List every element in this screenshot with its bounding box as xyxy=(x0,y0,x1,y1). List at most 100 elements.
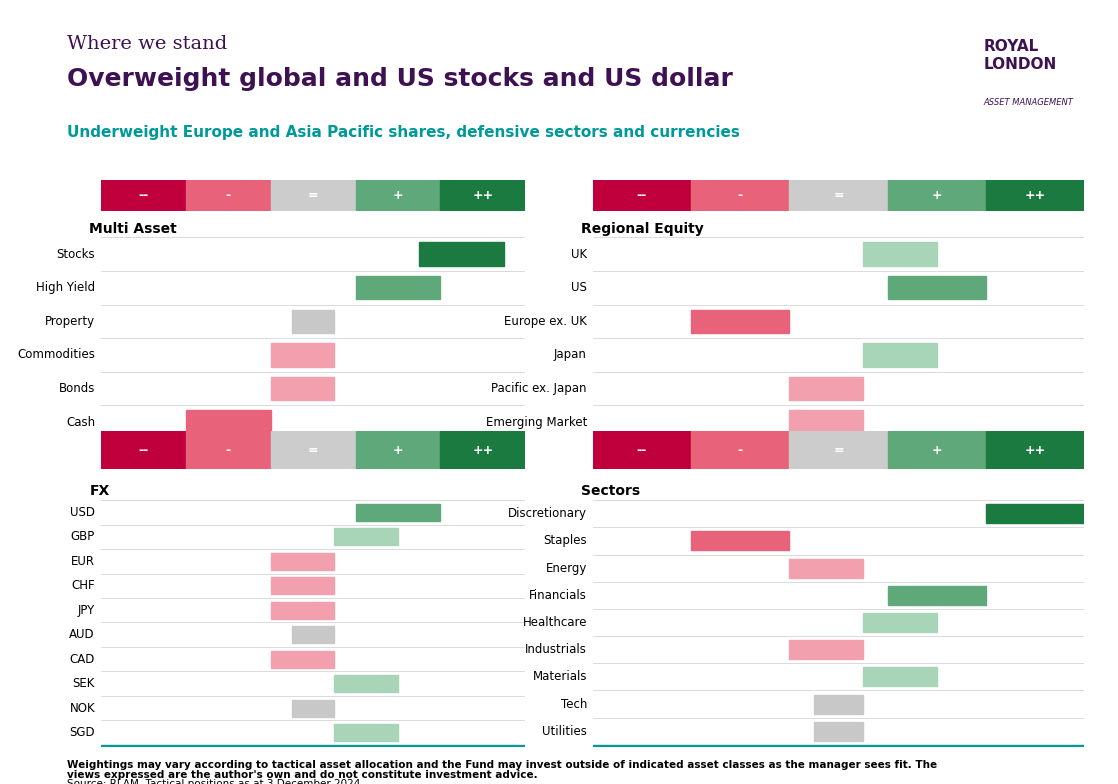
Text: Overweight global and US stocks and US dollar: Overweight global and US stocks and US d… xyxy=(67,67,733,91)
Bar xyxy=(292,310,334,333)
Bar xyxy=(593,439,1084,441)
Bar xyxy=(292,699,334,717)
Text: Discretionary: Discretionary xyxy=(508,507,587,521)
Bar xyxy=(419,242,504,266)
Text: --: -- xyxy=(138,190,149,202)
Text: -: - xyxy=(738,190,742,202)
Bar xyxy=(593,180,691,212)
Bar xyxy=(789,411,863,434)
Bar xyxy=(334,724,398,741)
Text: CHF: CHF xyxy=(72,579,95,592)
Bar xyxy=(101,745,525,746)
Bar xyxy=(863,242,937,266)
Text: -: - xyxy=(226,190,230,202)
Text: High Yield: High Yield xyxy=(36,281,95,294)
Bar xyxy=(334,675,398,692)
Text: Industrials: Industrials xyxy=(525,643,587,656)
Bar xyxy=(986,431,1084,469)
Bar xyxy=(356,431,440,469)
Bar xyxy=(593,745,1084,746)
Bar xyxy=(863,667,937,686)
Bar xyxy=(789,641,863,659)
Text: -: - xyxy=(226,444,230,456)
Bar xyxy=(814,695,863,713)
Bar xyxy=(986,180,1084,212)
Bar xyxy=(691,310,789,333)
Text: views expressed are the author's own and do not constitute investment advice.: views expressed are the author's own and… xyxy=(67,770,538,780)
Bar xyxy=(789,377,863,401)
Bar xyxy=(356,276,440,299)
Text: CAD: CAD xyxy=(69,653,95,666)
Text: Underweight Europe and Asia Pacific shares, defensive sectors and currencies: Underweight Europe and Asia Pacific shar… xyxy=(67,125,740,140)
Text: =: = xyxy=(833,190,844,202)
Bar xyxy=(356,504,440,521)
Text: USD: USD xyxy=(70,506,95,519)
Text: Where we stand: Where we stand xyxy=(67,35,227,53)
Text: US: US xyxy=(571,281,587,294)
Bar xyxy=(101,439,525,441)
Bar xyxy=(691,532,789,550)
Text: Tech: Tech xyxy=(560,698,587,710)
Bar xyxy=(789,180,888,212)
Text: --: -- xyxy=(138,444,149,456)
Text: +: + xyxy=(392,444,404,456)
Text: Utilities: Utilities xyxy=(542,724,587,738)
Bar xyxy=(814,722,863,741)
Text: JPY: JPY xyxy=(78,604,95,617)
Bar xyxy=(440,180,525,212)
Bar xyxy=(863,343,937,367)
Text: Multi Asset: Multi Asset xyxy=(89,223,177,237)
Bar xyxy=(292,626,334,644)
Text: Europe ex. UK: Europe ex. UK xyxy=(504,315,587,328)
Bar xyxy=(888,586,986,604)
Bar xyxy=(863,613,937,632)
Bar xyxy=(691,431,789,469)
Text: Source: RLAM. Tactical positions as at 3 December 2024.: Source: RLAM. Tactical positions as at 3… xyxy=(67,779,363,784)
Text: --: -- xyxy=(636,444,647,456)
Text: +: + xyxy=(931,190,942,202)
Text: Financials: Financials xyxy=(529,589,587,602)
Text: ++: ++ xyxy=(1024,444,1046,456)
Text: SEK: SEK xyxy=(73,677,95,690)
Bar xyxy=(888,180,986,212)
Text: SGD: SGD xyxy=(69,726,95,739)
Text: ++: ++ xyxy=(472,444,494,456)
Text: =: = xyxy=(307,444,319,456)
Bar xyxy=(271,577,334,594)
Bar xyxy=(356,180,440,212)
Text: EUR: EUR xyxy=(72,555,95,568)
Text: Bonds: Bonds xyxy=(58,382,95,395)
Text: Regional Equity: Regional Equity xyxy=(581,223,704,237)
Text: -: - xyxy=(738,444,742,456)
Text: --: -- xyxy=(636,190,647,202)
Text: Property: Property xyxy=(45,315,95,328)
Text: ROYAL
LONDON: ROYAL LONDON xyxy=(984,39,1058,71)
Bar xyxy=(186,431,271,469)
Text: GBP: GBP xyxy=(70,531,95,543)
Text: Materials: Materials xyxy=(532,670,587,684)
Text: Weightings may vary according to tactical asset allocation and the Fund may inve: Weightings may vary according to tactica… xyxy=(67,760,937,771)
Text: Sectors: Sectors xyxy=(581,484,641,498)
Bar xyxy=(271,431,356,469)
Bar xyxy=(186,411,271,434)
Bar xyxy=(986,504,1084,523)
Bar xyxy=(691,180,789,212)
Bar xyxy=(789,559,863,578)
Bar xyxy=(186,180,271,212)
Bar xyxy=(593,431,691,469)
Text: Cash: Cash xyxy=(66,416,95,429)
Text: Energy: Energy xyxy=(546,561,587,575)
Bar xyxy=(888,276,986,299)
Bar xyxy=(271,553,334,570)
Text: ++: ++ xyxy=(1024,190,1046,202)
Text: =: = xyxy=(307,190,319,202)
Text: ASSET MANAGEMENT: ASSET MANAGEMENT xyxy=(984,98,1073,107)
Bar xyxy=(271,651,334,668)
Text: Healthcare: Healthcare xyxy=(522,616,587,629)
Text: Pacific ex. Japan: Pacific ex. Japan xyxy=(492,382,587,395)
Bar xyxy=(271,377,334,401)
Bar xyxy=(271,343,334,367)
Text: FX: FX xyxy=(89,484,110,498)
Text: AUD: AUD xyxy=(69,628,95,641)
Text: +: + xyxy=(931,444,942,456)
